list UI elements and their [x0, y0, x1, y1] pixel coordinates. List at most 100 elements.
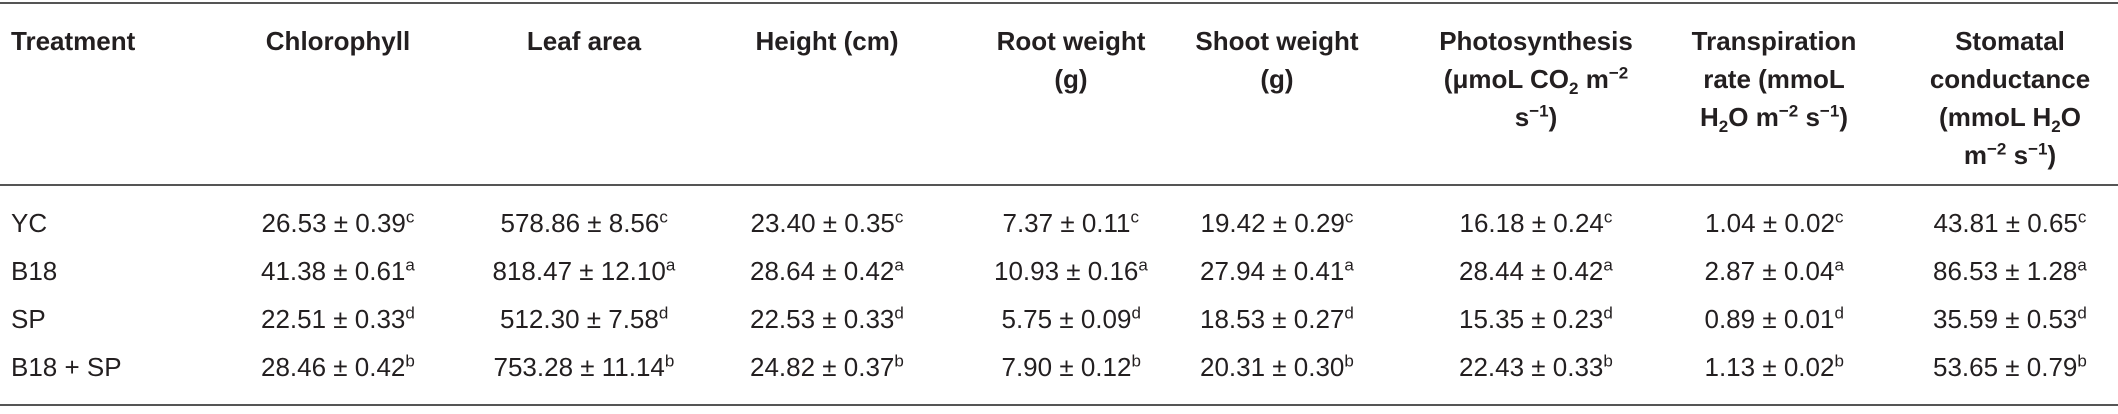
table-cell: 818.47 ± 12.10a — [493, 256, 676, 286]
header-text: Height (cm) — [755, 26, 899, 56]
header-text: Stomatal conductance (mmoL H — [1929, 26, 2091, 132]
header-text: −2 — [1986, 139, 2007, 159]
cell-value: 753.28 ± 11.14 — [493, 352, 665, 382]
header-text: 2 — [1569, 79, 1579, 99]
header-text: −1 — [2028, 139, 2048, 159]
cell-value: 26.53 ± 0.39 — [261, 208, 406, 238]
significance-letter: d — [405, 303, 415, 323]
table-cell: 22.43 ± 0.33b — [1459, 352, 1613, 382]
table-cell: 5.75 ± 0.09d — [1002, 304, 1141, 334]
significance-letter: d — [2077, 303, 2087, 323]
significance-letter: c — [1130, 207, 1140, 227]
table-cell: 10.93 ± 0.16a — [994, 256, 1148, 286]
header-text: −1 — [1529, 101, 1549, 121]
table-cell: 7.90 ± 0.12b — [1002, 352, 1141, 382]
significance-letter: d — [1834, 303, 1844, 323]
significance-letter: a — [1138, 255, 1148, 275]
header-text: Treatment — [11, 26, 136, 56]
cell-value: 35.59 ± 0.53 — [1933, 304, 2078, 334]
significance-letter: b — [2077, 351, 2087, 371]
header-text: 2 — [2051, 117, 2061, 137]
cell-value: 19.42 ± 0.29 — [1200, 208, 1345, 238]
column-header: Transpiration rate (mmoL H2O m−2 s−1) — [1677, 22, 1872, 136]
table-cell: 23.40 ± 0.35c — [751, 208, 904, 238]
header-text: −2 — [1608, 63, 1629, 83]
cell-value: 43.81 ± 0.65 — [1933, 208, 2078, 238]
cell-value: 28.44 ± 0.42 — [1459, 256, 1604, 286]
significance-letter: c — [1603, 207, 1613, 227]
cell-value: 818.47 ± 12.10 — [492, 256, 666, 286]
table-cell: 28.46 ± 0.42b — [261, 352, 415, 382]
table-cell: 28.64 ± 0.42a — [750, 256, 904, 286]
significance-letter: c — [2077, 207, 2087, 227]
significance-letter: c — [405, 207, 415, 227]
header-text: s — [1514, 102, 1530, 132]
significance-letter: a — [2077, 255, 2087, 275]
cell-value: 27.94 ± 0.41 — [1200, 256, 1345, 286]
cell-value: 24.82 ± 0.37 — [750, 352, 895, 382]
cell-value: 22.53 ± 0.33 — [750, 304, 895, 334]
cell-value: 10.93 ± 0.16 — [994, 256, 1139, 286]
cell-value: 28.46 ± 0.42 — [261, 352, 406, 382]
cell-value: 5.75 ± 0.09 — [1001, 304, 1132, 334]
significance-letter: c — [1834, 207, 1844, 227]
treatment-label: B18 — [11, 256, 58, 286]
cell-value: 22.43 ± 0.33 — [1459, 352, 1604, 382]
table-cell: 26.53 ± 0.39c — [262, 208, 415, 238]
top-rule — [0, 2, 2118, 4]
significance-letter: a — [894, 255, 904, 275]
significance-letter: d — [658, 303, 669, 323]
cell-value: 15.35 ± 0.23 — [1459, 304, 1604, 334]
significance-letter: b — [664, 351, 675, 371]
significance-letter: b — [1131, 351, 1141, 371]
treatment-label: YC — [11, 208, 48, 238]
header-text: −1 — [1819, 101, 1840, 121]
table-cell: 578.86 ± 8.56c — [501, 208, 668, 238]
table-cell: 22.53 ± 0.33d — [750, 304, 904, 334]
table-cell: 41.38 ± 0.61a — [261, 256, 415, 286]
table-cell: 24.82 ± 0.37b — [750, 352, 904, 382]
header-text: ) — [1548, 102, 1558, 132]
header-text: s — [2006, 140, 2029, 170]
significance-letter: a — [665, 255, 676, 275]
table-cell: 20.31 ± 0.30b — [1200, 352, 1354, 382]
column-header: Stomatal conductance (mmoL H2O m−2 s−1) — [1918, 22, 2103, 174]
column-header: Photosynthesis (μmoL CO2 m−2 s−1) — [1434, 22, 1639, 136]
column-header: Height (cm) — [727, 22, 927, 60]
significance-letter: c — [1344, 207, 1354, 227]
significance-letter: d — [1603, 303, 1613, 323]
cell-value: 28.64 ± 0.42 — [750, 256, 895, 286]
column-header: Leaf area — [484, 22, 684, 60]
table-cell: 43.81 ± 0.65c — [1934, 208, 2087, 238]
significance-letter: b — [1344, 351, 1354, 371]
header-text: O m — [1728, 102, 1779, 132]
header-text: Leaf area — [526, 26, 642, 56]
significance-letter: a — [1834, 255, 1844, 275]
table-cell: 86.53 ± 1.28a — [1933, 256, 2087, 286]
table-cell: 753.28 ± 11.14b — [494, 352, 675, 382]
header-text: Root weight (g) — [996, 26, 1146, 94]
cell-value: 2.87 ± 0.04 — [1704, 256, 1835, 286]
table-cell: 28.44 ± 0.42a — [1459, 256, 1613, 286]
header-text: Transpiration rate (mmoL H — [1691, 26, 1857, 132]
table-cell: 22.51 ± 0.33d — [261, 304, 415, 334]
header-text: 2 — [1718, 117, 1729, 137]
table-cell: 27.94 ± 0.41a — [1200, 256, 1354, 286]
table-cell: 1.04 ± 0.02c — [1705, 208, 1843, 238]
column-header: Treatment — [11, 22, 211, 60]
significance-letter: b — [894, 351, 904, 371]
header-text: ) — [1839, 102, 1848, 132]
significance-letter: b — [1603, 351, 1613, 371]
header-text: Shoot weight (g) — [1195, 26, 1359, 94]
cell-value: 86.53 ± 1.28 — [1933, 256, 2078, 286]
table-cell: 512.30 ± 7.58d — [500, 304, 668, 334]
table-cell: 1.13 ± 0.02b — [1705, 352, 1844, 382]
cell-value: 41.38 ± 0.61 — [261, 256, 406, 286]
cell-value: 0.89 ± 0.01 — [1704, 304, 1835, 334]
table-cell: 53.65 ± 0.79b — [1933, 352, 2087, 382]
cell-value: 22.51 ± 0.33 — [261, 304, 406, 334]
bottom-rule — [0, 404, 2118, 406]
significance-letter: c — [894, 207, 904, 227]
column-header: Chlorophyll — [228, 22, 448, 60]
cell-value: 1.04 ± 0.02 — [1705, 208, 1835, 238]
